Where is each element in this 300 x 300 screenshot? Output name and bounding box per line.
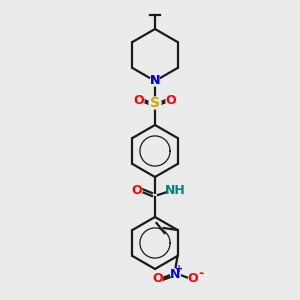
Circle shape bbox=[152, 273, 163, 283]
Text: N: N bbox=[170, 268, 181, 281]
Text: O: O bbox=[187, 272, 198, 284]
Circle shape bbox=[170, 183, 186, 199]
Circle shape bbox=[166, 96, 176, 106]
Text: O: O bbox=[166, 94, 176, 107]
Text: O: O bbox=[152, 272, 163, 284]
Text: S: S bbox=[150, 96, 160, 110]
Circle shape bbox=[170, 269, 181, 279]
Circle shape bbox=[149, 97, 161, 109]
Text: N: N bbox=[150, 74, 160, 88]
Text: NH: NH bbox=[165, 184, 185, 197]
Text: +: + bbox=[176, 264, 184, 274]
Circle shape bbox=[132, 186, 142, 196]
Text: -: - bbox=[198, 266, 203, 280]
Circle shape bbox=[150, 76, 160, 86]
Text: O: O bbox=[132, 184, 142, 197]
Text: O: O bbox=[134, 94, 144, 107]
Circle shape bbox=[188, 273, 199, 283]
Text: N: N bbox=[150, 74, 160, 88]
Circle shape bbox=[134, 96, 144, 106]
